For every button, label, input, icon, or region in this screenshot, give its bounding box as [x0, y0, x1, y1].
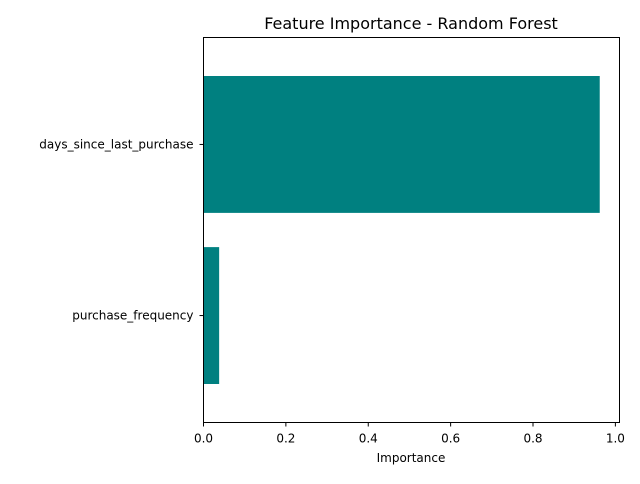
x-axis: 0.0 0.2 0.4 0.6 0.8 1.0: [194, 422, 625, 446]
bar-purchase-frequency: [203, 247, 220, 384]
x-tick-label: 0.2: [276, 432, 295, 446]
x-tick-label: 0.4: [359, 432, 378, 446]
plot-frame: [203, 37, 620, 423]
y-tick-label: purchase_frequency: [72, 309, 193, 323]
x-tick-label: 0.8: [523, 432, 542, 446]
bar-days-since-last-purchase: [203, 76, 600, 213]
y-tick-label: days_since_last_purchase: [39, 137, 193, 151]
x-tick-label: 0.6: [441, 432, 460, 446]
x-tick-label: 1.0: [606, 432, 625, 446]
bar-group: [203, 76, 600, 384]
chart-title: Feature Importance - Random Forest: [264, 14, 558, 33]
y-axis: days_since_last_purchase purchase_frequen…: [39, 137, 204, 323]
x-tick-label: 0.0: [194, 432, 213, 446]
x-axis-label: Importance: [377, 451, 446, 465]
